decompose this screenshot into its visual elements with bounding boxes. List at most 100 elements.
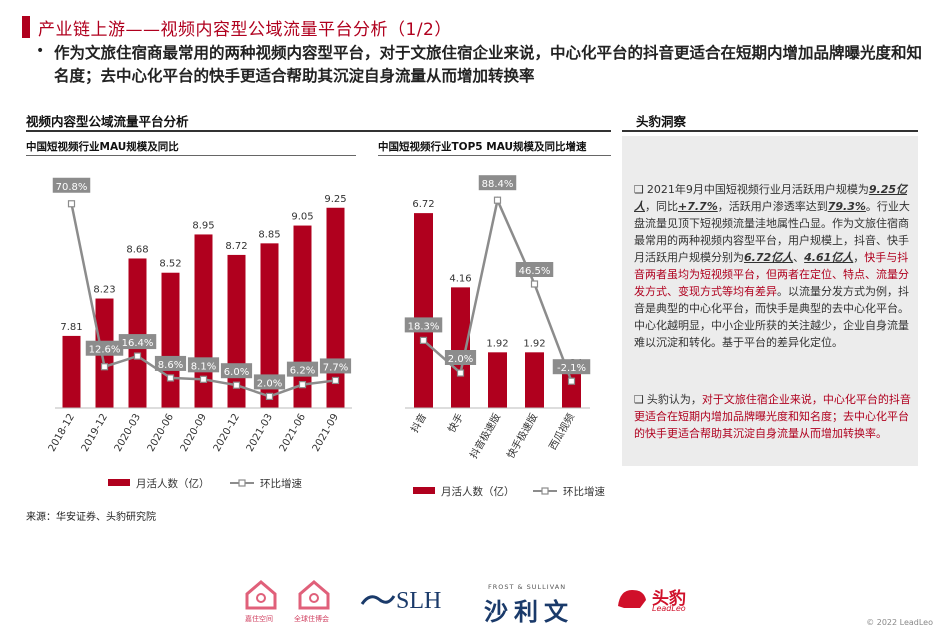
- chart1-growth-label-bg: [220, 363, 253, 379]
- chart1-growth-label-bg: [154, 355, 187, 371]
- chart2-title: 中国短视频行业TOP5 MAU规模及同比增速: [378, 141, 587, 153]
- chart2-bar-label: 6.72: [412, 199, 434, 210]
- chart2-legend-bar-label: 月活人数（亿）: [441, 485, 515, 498]
- chart1-x-tick-label: 2018-12: [47, 412, 77, 454]
- insight-red-text: 对于文旅住宿企业来说，中心化平台的抖音更适合在短期内增加品牌曝光度和知名度；去中…: [634, 393, 911, 440]
- chart2-growth-label: 88.4%: [482, 179, 514, 190]
- chart1-growth-label-bg: [85, 340, 124, 356]
- chart2-x-tick-label: 西瓜视频: [546, 411, 577, 452]
- chart2-growth-marker: [419, 336, 428, 344]
- chart1-growth-label-bg: [286, 361, 319, 377]
- chart1-growth-marker: [232, 381, 241, 389]
- chart1-growth-label: 2.0%: [257, 378, 282, 389]
- chart1-growth-marker: [331, 376, 340, 385]
- insight-item-1: ❑ 2021年9月中国短视频行业月活跃用户规模为9.25亿人，同比+7.7%，活跃…: [634, 181, 912, 351]
- chart1-growth-marker: [199, 375, 208, 383]
- insight-text: 、: [793, 251, 805, 264]
- left-section-divider: [26, 130, 611, 132]
- logo-slh: [360, 590, 396, 612]
- chart1-growth-label-bg: [319, 358, 352, 374]
- insight-text: 。行业大盘流量见顶下短视频流量洼地属性凸显。作为文旅住宿商最常用的两种视频内容型…: [634, 200, 910, 264]
- chart2-bar: [414, 213, 433, 408]
- chart2-bar-label: 1.92: [523, 338, 545, 349]
- chart1-legend-line-marker: [238, 479, 246, 487]
- chart2-bar: [562, 372, 581, 408]
- logo-jiazhu-text: 嘉住空间: [245, 615, 273, 623]
- left-section-title: 视频内容型公域流量平台分析: [26, 114, 189, 129]
- chart2-bar: [451, 287, 470, 408]
- insight-panel: [622, 136, 918, 466]
- chart2-bar: [488, 352, 507, 408]
- insight-highlight: +7.7%: [678, 200, 718, 213]
- title-accent-bar: [22, 16, 30, 38]
- bullet-icon: •: [36, 43, 45, 59]
- chart2-growth-label-bg: [515, 262, 554, 277]
- chart1-growth-label: 8.6%: [158, 360, 183, 371]
- chart1-growth-marker: [67, 200, 76, 208]
- chart1-bar-label: 9.05: [291, 212, 313, 223]
- logo-jiazhu: [243, 578, 279, 614]
- chart2-growth-label: 18.3%: [408, 321, 440, 332]
- chart2-legend-line-marker: [541, 487, 549, 495]
- chart1-x-tick-label: 2021-03: [245, 412, 275, 454]
- chart1-growth-label: 70.8%: [56, 182, 88, 193]
- chart2-growth-label: 46.5%: [519, 266, 551, 277]
- chart2-legend-bar-swatch: [413, 487, 435, 494]
- chart2-legend-line-label: 环比增速: [563, 485, 605, 498]
- page-title: 产业链上游——视频内容型公域流量平台分析（1/2）: [38, 20, 452, 40]
- chart2-growth-marker: [493, 196, 502, 204]
- logo-toubao-icon: [614, 584, 650, 612]
- chart1-growth-marker: [133, 352, 142, 360]
- chart2-growth-label-bg: [444, 350, 477, 365]
- insight-text: ，活跃用户渗透率达到: [717, 200, 828, 213]
- chart1-growth-label: 8.1%: [191, 361, 216, 372]
- logo-frost-text: FROST & SULLIVAN: [488, 583, 567, 591]
- chart1-growth-marker: [265, 392, 274, 400]
- chart1-growth-label-bg: [118, 334, 157, 350]
- chart2-bar: [525, 352, 544, 408]
- chart1-x-tick-label: 2020-06: [146, 412, 176, 454]
- chart2-growth-marker: [530, 280, 539, 288]
- chart1-x-tick-label: 2021-09: [311, 412, 341, 454]
- chart1-growth-marker: [100, 363, 109, 371]
- chart2-growth-label-bg: [478, 175, 517, 191]
- chart1-bar-label: 8.95: [192, 220, 214, 231]
- chart1-growth-label: 12.6%: [89, 345, 121, 356]
- chart2-growth-label: 2.0%: [448, 354, 473, 365]
- chart2-growth-label-bg: [552, 359, 591, 375]
- page-subtitle: 作为文旅住宿商最常用的两种视频内容型平台，对于文旅住宿企业来说，中心化平台的抖音…: [54, 44, 923, 85]
- insight-highlight: 9.25亿人: [634, 183, 908, 213]
- insight-red-text: 快手与抖音两者虽均为短视频平台，但两者在定位、特点、流量分发方式、变现方式等均有…: [634, 251, 909, 298]
- insight-text: 头豹认为，: [646, 393, 702, 406]
- insight-text: ，同比: [645, 200, 678, 213]
- chart1-bar-label: 7.81: [60, 322, 82, 333]
- insight-text: 。以流量分发方式为例，抖音是典型的中心化平台，而快手是典型的去中心化平台。中心化…: [634, 285, 909, 349]
- logo-leadleo: LeadLeo: [652, 604, 686, 613]
- chart1-title: 中国短视频行业MAU规模及同比: [26, 141, 179, 153]
- chart1-growth-label: 16.4%: [122, 338, 154, 349]
- logo-shaliwen: 沙利文: [484, 598, 574, 626]
- chart1-bar: [128, 258, 147, 408]
- insight-item-2: ❑ 头豹认为，对于文旅住宿企业来说，中心化平台的抖音更适合在短期内增加品牌曝光度和…: [634, 391, 912, 442]
- checkbox-icon: ❑: [634, 393, 644, 406]
- chart1-bar-label: 8.52: [159, 259, 181, 270]
- chart1-bar-label: 9.25: [324, 194, 346, 205]
- insight-text: 2021年9月中国短视频行业月活跃用户规模为: [646, 183, 869, 196]
- right-section-title: 头豹洞察: [636, 114, 687, 129]
- insight-text: ，: [853, 251, 865, 264]
- chart1-bar: [260, 243, 279, 408]
- chart1-bar-label: 8.72: [225, 241, 247, 252]
- chart1-growth-label-bg: [253, 374, 286, 390]
- chart1-bar: [62, 335, 81, 408]
- chart2-x-tick-label: 抖音极速版: [467, 411, 503, 461]
- logo-zhubohui: [296, 578, 332, 614]
- chart2-growth-label-bg: [404, 317, 443, 333]
- checkbox-icon: ❑: [634, 183, 644, 196]
- chart1-bar-label: 8.85: [258, 229, 280, 240]
- logo-slh-text: SLH: [396, 588, 442, 614]
- chart1-x-tick-label: 2020-12: [212, 412, 242, 454]
- chart1-bar: [161, 272, 180, 408]
- insight-highlight: 4.61亿人: [804, 251, 854, 264]
- chart1-bar: [326, 207, 345, 408]
